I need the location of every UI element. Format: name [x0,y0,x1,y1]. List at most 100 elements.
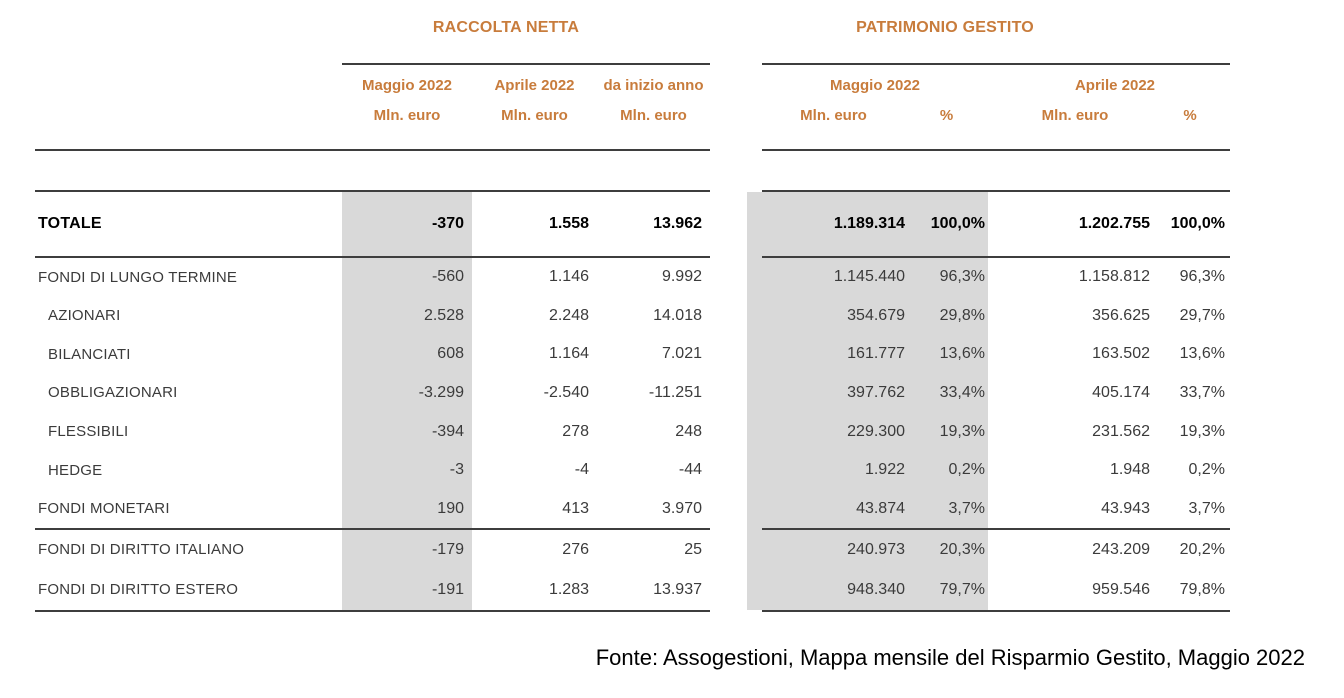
cell-value: 13,6% [939,345,985,363]
cell-value: 1.283 [548,580,589,598]
cell-value: 356.625 [1092,306,1150,324]
table-row-totale: TOTALE -370 1.558 13.962 1.189.314 100,0… [0,192,1344,256]
cell-value: 96,3% [1179,268,1225,286]
col-header-raccolta-ytd: da inizio anno [603,76,704,94]
cell-value: 276 [562,540,589,558]
cell-value: 229.300 [847,422,905,440]
cell-value: 3.970 [661,499,702,517]
cell-value: 29,7% [1179,306,1225,324]
rule-header-bottom-left [35,149,710,151]
col-header-patrimonio-aprile: Aprile 2022 [1074,76,1156,94]
row-label: FONDI DI LUNGO TERMINE [38,268,238,286]
rule-table-top-left [35,190,710,192]
row-label: AZIONARI [48,307,121,325]
rule-table-top-right [762,190,1230,192]
cell-value: 248 [675,422,702,440]
row-label: OBBLIGAZIONARI [48,384,178,402]
cell-value: 79,7% [939,580,985,598]
table-row-hedge: HEDGE -3 -4 -44 1.922 0,2% 1.948 0,2% [0,451,1344,490]
rule-header-bottom-right [762,149,1230,151]
cell-value: 19,3% [1179,422,1225,440]
cell-value: 100,0% [930,215,985,232]
rule-total-bottom-left [35,256,710,258]
unit-patrimonio-maggio: Mln. euro [800,106,867,124]
source-note: Fonte: Assogestioni, Mappa mensile del R… [595,645,1305,670]
cell-value: 354.679 [847,306,905,324]
row-label: FLESSIBILI [48,423,129,441]
cell-value: 959.546 [1092,580,1150,598]
cell-value: 413 [562,499,589,517]
col-header-patrimonio-maggio: Maggio 2022 [829,76,921,94]
cell-value: 948.340 [847,580,905,598]
cell-value: 7.021 [661,345,702,363]
cell-value: -191 [431,580,464,598]
table-row-azionari: AZIONARI 2.528 2.248 14.018 354.679 29,8… [0,297,1344,336]
cell-value: 13.962 [653,215,702,232]
rule-monetari-bottom-left [35,528,710,530]
cell-value: 96,3% [939,268,985,286]
rule-table-bottom-right [762,610,1230,612]
cell-value: -3 [449,461,464,479]
rule-header-top-right [762,63,1230,65]
cell-value: 243.209 [1092,540,1150,558]
pct-patrimonio-aprile: % [1183,106,1197,124]
col-header-raccolta-maggio: Maggio 2022 [361,76,453,94]
cell-value: 1.145.440 [833,268,905,286]
cell-value: -44 [678,461,702,479]
column-unit-header-row: Mln. euro Mln. euro Mln. euro Mln. euro … [0,102,1344,128]
highlight-band-patrimonio-maggio [747,192,988,610]
cell-value: 100,0% [1170,215,1225,232]
row-label: FONDI MONETARI [38,500,170,518]
cell-value: 2.248 [548,306,589,324]
cell-value: 2.528 [423,306,464,324]
section-title-patrimonio-gestito: PATRIMONIO GESTITO [856,19,1034,36]
unit-raccolta-ytd: Mln. euro [620,106,687,124]
cell-value: 20,2% [1179,540,1225,558]
highlight-band-raccolta-maggio [342,192,472,610]
table-row-bilanciati: BILANCIATI 608 1.164 7.021 161.777 13,6%… [0,335,1344,374]
cell-value: 1.948 [1109,461,1150,479]
cell-value: -394 [431,422,464,440]
cell-value: 0,2% [948,461,985,479]
row-label: HEDGE [48,461,103,479]
row-label: FONDI DI DIRITTO ITALIANO [38,541,245,559]
cell-value: 397.762 [847,383,905,401]
row-label: FONDI DI DIRITTO ESTERO [38,581,239,599]
cell-value: 3,7% [1188,499,1225,517]
cell-value: -11.251 [648,383,702,401]
rule-total-bottom-right [762,256,1230,258]
cell-value: 1.558 [548,215,589,232]
cell-value: 29,8% [939,306,985,324]
cell-value: -2.540 [543,383,589,401]
cell-value: -370 [431,215,464,232]
cell-value: 33,7% [1179,383,1225,401]
row-label: TOTALE [38,215,102,232]
cell-value: 1.158.812 [1078,268,1150,286]
cell-value: 19,3% [939,422,985,440]
cell-value: -4 [574,461,589,479]
cell-value: 0,2% [1188,461,1225,479]
cell-value: 9.992 [661,268,702,286]
cell-value: 14.018 [653,306,702,324]
cell-value: 278 [562,422,589,440]
table-body: TOTALE -370 1.558 13.962 1.189.314 100,0… [0,192,1344,610]
table-row-fondi-monetari: FONDI MONETARI 190 413 3.970 43.874 3,7%… [0,489,1344,528]
col-header-raccolta-aprile: Aprile 2022 [494,76,575,94]
cell-value: 190 [437,499,464,517]
column-period-header-row: Maggio 2022 Aprile 2022 da inizio anno M… [0,72,1344,98]
cell-value: 240.973 [847,540,905,558]
table-row-fondi-lungo-termine: FONDI DI LUNGO TERMINE -560 1.146 9.992 … [0,258,1344,297]
cell-value: 1.146 [548,268,589,286]
cell-value: 20,3% [939,540,985,558]
table-row-obbligazionari: OBBLIGAZIONARI -3.299 -2.540 -11.251 397… [0,374,1344,413]
cell-value: -560 [431,268,464,286]
cell-value: 13.937 [653,580,702,598]
cell-value: 79,8% [1179,580,1225,598]
cell-value: 161.777 [847,345,905,363]
rule-table-bottom-left [35,610,710,612]
cell-value: 608 [437,345,464,363]
cell-value: -3.299 [418,383,464,401]
cell-value: 1.922 [864,461,905,479]
unit-raccolta-aprile: Mln. euro [501,106,568,124]
